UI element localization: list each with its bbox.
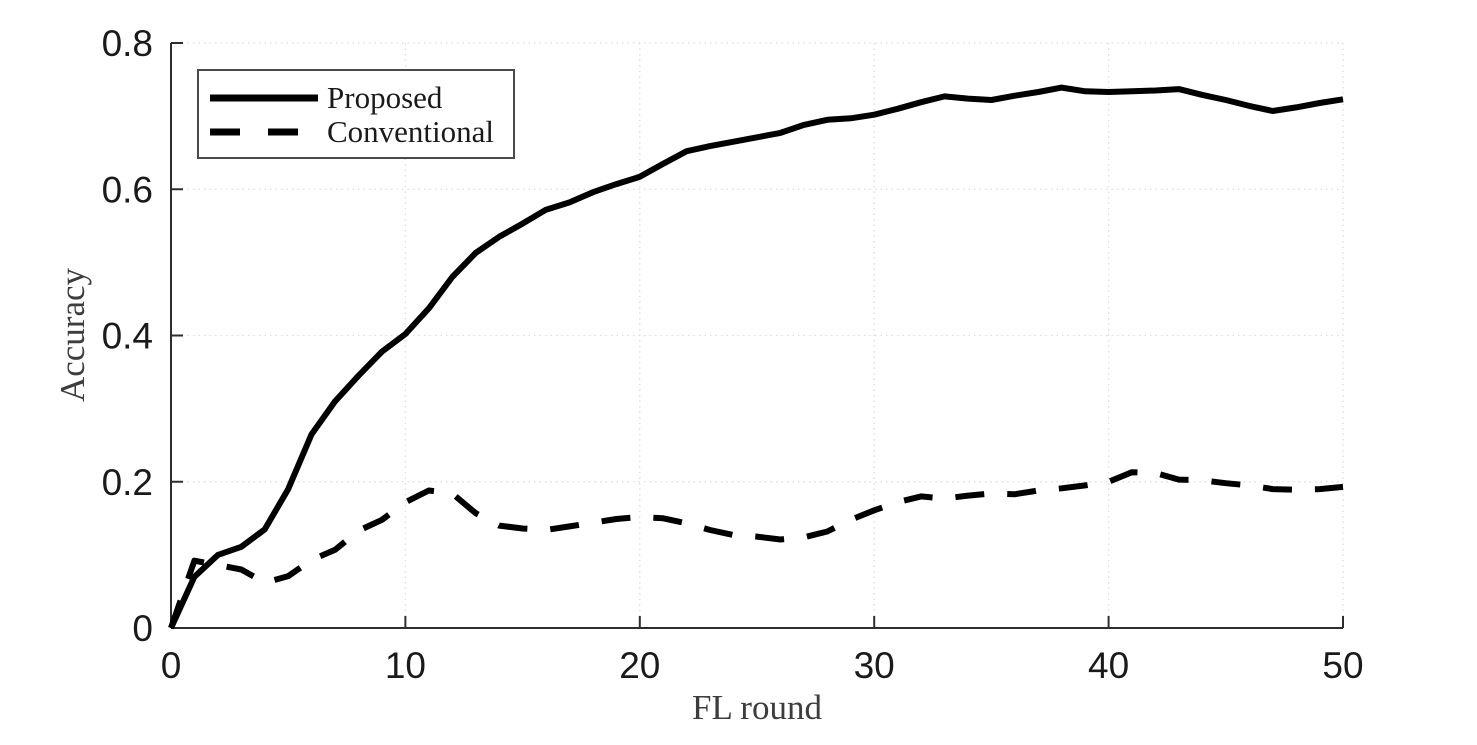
- legend-label-proposed: Proposed: [327, 80, 443, 115]
- x-tick-label: 50: [1322, 645, 1363, 686]
- y-axis-label: Accuracy: [53, 267, 92, 402]
- y-tick-label: 0.2: [102, 462, 153, 503]
- y-tick-label: 0.4: [102, 316, 153, 357]
- y-tick-label: 0.6: [102, 169, 153, 210]
- x-tick-label: 20: [619, 645, 660, 686]
- series-line-conventional: [168, 469, 1344, 629]
- tick-labels: 0 10 20 30 40 50 0 0.2 0.4 0.6 0.8: [102, 23, 1364, 686]
- x-tick-label: 10: [385, 645, 426, 686]
- axis-spines: [170, 43, 1343, 629]
- x-axis-label: FL round: [692, 688, 822, 727]
- x-tick-label: 30: [854, 645, 895, 686]
- x-tick-label: 40: [1088, 645, 1129, 686]
- y-tick-label: 0.8: [102, 23, 153, 64]
- legend-box: [197, 69, 515, 159]
- y-tick-label: 0: [132, 608, 153, 649]
- x-tick-label: 0: [161, 645, 182, 686]
- legend-label-conventional: Conventional: [327, 114, 494, 149]
- series-line-proposed: [168, 84, 1344, 630]
- data-series: [168, 84, 1344, 630]
- legend: Proposed Conventional: [197, 69, 515, 159]
